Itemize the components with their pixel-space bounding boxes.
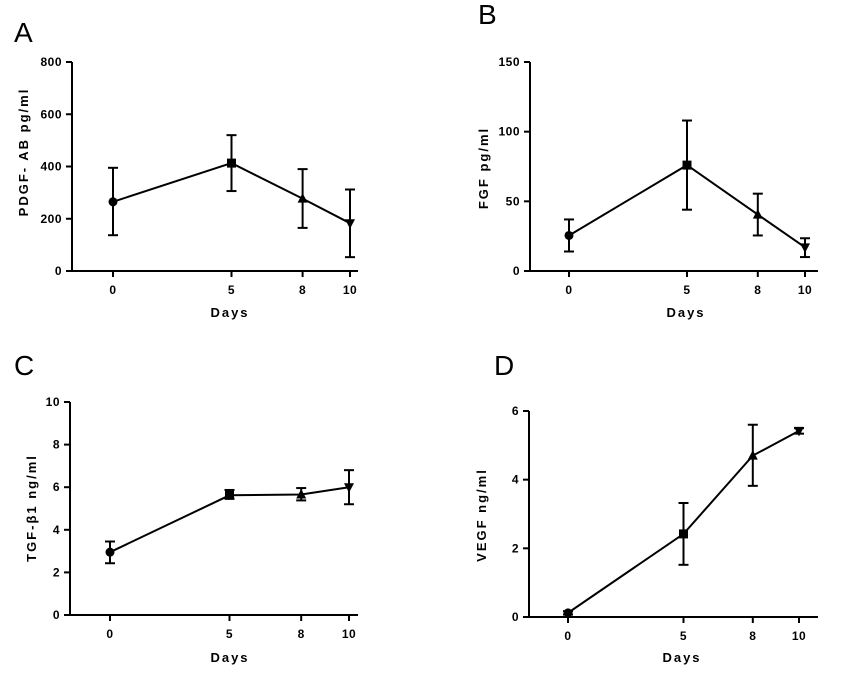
panel-c-x-tick-label: 10 — [342, 627, 356, 641]
panel-b-y-axis-title: FGF pg/ml — [476, 127, 491, 209]
panel-c-x-tick-label: 0 — [106, 627, 113, 641]
panel-d-y-tick-label: 4 — [512, 473, 519, 487]
panel-d-series-line — [567, 430, 800, 614]
panel-b-data-point — [564, 230, 574, 240]
panel-d-y-tick-label: 0 — [512, 610, 519, 624]
panel-c-y-tick-label: 0 — [53, 608, 60, 622]
panel-b-x-tick-label: 5 — [683, 283, 690, 297]
panel-d-plot-area: 0 2 4 6 0 5 8 10 — [512, 404, 818, 643]
panel-b: B FGF pg/ml Days 0 50 100 150 0 5 8 10 — [476, 0, 818, 320]
panel-d-data-point — [563, 608, 573, 618]
panel-d-letter: D — [494, 350, 514, 381]
panel-c-y-tick-label: 8 — [53, 438, 60, 452]
panel-c-y-tick-label: 4 — [53, 523, 60, 537]
panel-a-data-point — [297, 193, 308, 203]
panel-c-y-axis-title: TGF-β1 ng/ml — [24, 454, 39, 562]
panel-a-y-axis-title: PDGF- AB pg/ml — [16, 88, 31, 217]
panel-a-letter: A — [14, 17, 33, 48]
panel-a-x-tick-label: 0 — [109, 283, 116, 297]
panel-d-x-tick-label: 5 — [680, 629, 687, 643]
panel-b-data-point — [800, 243, 810, 253]
panel-c-x-tick-label: 5 — [226, 627, 233, 641]
panel-d: D VEGF ng/ml Days 0 2 4 6 0 5 8 10 — [474, 350, 818, 665]
panel-d-y-tick-label: 2 — [512, 541, 519, 555]
panel-d-data-point — [747, 450, 758, 460]
panel-b-x-tick-label: 10 — [798, 283, 812, 297]
panel-d-y-tick-label: 6 — [512, 404, 519, 418]
panel-c-data-point — [225, 490, 234, 500]
panel-b-plot-area: 0 50 100 150 0 5 8 10 — [498, 55, 818, 297]
panel-b-y-tick-label: 0 — [513, 264, 520, 278]
panel-c-x-axis-title: Days — [210, 650, 249, 665]
panel-c-letter: C — [14, 350, 34, 381]
panel-a-data-point — [108, 197, 118, 207]
panel-d-x-axis-title: Days — [662, 650, 701, 665]
panel-d-data-point — [679, 529, 688, 539]
panel-b-series-line — [568, 163, 806, 249]
panel-d-data-point — [794, 426, 804, 437]
panel-b-y-tick-label: 50 — [506, 194, 520, 208]
panel-c-x-tick-label: 8 — [298, 627, 305, 641]
panel-a-y-tick-label: 0 — [55, 264, 62, 278]
panel-c-plot-area: 0 2 4 6 8 10 0 5 8 10 — [46, 395, 358, 641]
panel-a-y-tick-label: 600 — [40, 107, 62, 121]
panel-a-x-axis-title: Days — [210, 305, 249, 320]
panel-a-x-tick-label: 10 — [343, 283, 357, 297]
panel-b-y-tick-label: 100 — [498, 125, 520, 139]
panel-a-data-point — [227, 158, 236, 168]
panel-b-x-tick-label: 0 — [565, 283, 572, 297]
panel-a-x-tick-label: 5 — [228, 283, 235, 297]
panel-b-y-tick-label: 150 — [498, 55, 520, 69]
panel-a-plot-area: 0 200 400 600 800 0 5 8 10 — [40, 55, 358, 297]
panel-c-data-point — [105, 547, 115, 557]
panel-b-data-point — [682, 160, 692, 170]
panel-c-y-tick-label: 6 — [53, 480, 60, 494]
panel-a-y-tick-label: 800 — [40, 55, 62, 69]
panel-c-data-point — [296, 488, 307, 499]
panel-b-x-tick-label: 8 — [754, 283, 761, 297]
panel-d-y-axis-title: VEGF ng/ml — [474, 468, 489, 562]
panel-c-data-point — [344, 483, 354, 493]
panel-a-x-tick-label: 8 — [299, 283, 306, 297]
panel-a: A PDGF- AB pg/ml Days 0 200 400 600 800 0 5 8 10 — [14, 17, 358, 320]
panel-b-x-axis-title: Days — [666, 305, 705, 320]
panel-c: C TGF-β1 ng/ml Days 0 2 4 6 8 10 0 5 8 10 — [14, 350, 358, 665]
panel-d-x-tick-label: 8 — [749, 629, 756, 643]
panel-a-data-point — [345, 219, 355, 229]
panel-a-y-tick-label: 400 — [40, 160, 62, 174]
panel-c-series-line — [109, 486, 350, 554]
panel-a-series-line — [112, 162, 351, 225]
panel-c-y-tick-label: 10 — [46, 395, 60, 409]
panel-d-x-tick-label: 0 — [564, 629, 571, 643]
panel-b-letter: B — [478, 0, 497, 30]
panel-d-x-tick-label: 10 — [792, 629, 806, 643]
panel-b-data-point — [752, 209, 763, 219]
panel-c-y-tick-label: 2 — [53, 565, 60, 579]
panel-a-y-tick-label: 200 — [40, 212, 62, 226]
